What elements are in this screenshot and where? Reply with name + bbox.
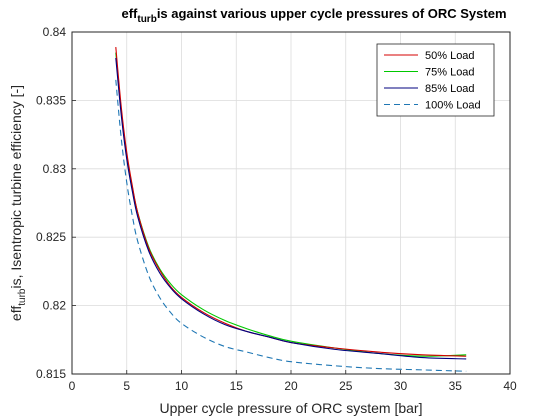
x-tick-label: 10: [175, 379, 189, 393]
legend-label: 50% Load: [425, 50, 475, 62]
x-tick-label: 40: [503, 379, 517, 393]
x-axis-label: Upper cycle pressure of ORC system [bar]: [160, 400, 423, 416]
x-tick-label: 5: [123, 379, 130, 393]
series-line-50-load: [115, 47, 467, 357]
chart-title-subscript: turb: [137, 14, 156, 25]
x-tick-label: 25: [339, 379, 353, 393]
x-tick-label: 15: [230, 379, 244, 393]
y-tick-label: 0.84: [43, 25, 67, 39]
legend-label: 85% Load: [425, 83, 475, 95]
series-line-85-load: [115, 57, 467, 360]
y-tick-label: 0.835: [36, 93, 66, 107]
x-tick-label: 0: [69, 379, 76, 393]
y-axis-label-rest: is, Isentropic turbine efficiency [-]: [8, 85, 24, 289]
y-axis-label-main: eff: [8, 306, 24, 321]
x-tick-label: 20: [284, 379, 298, 393]
y-axis-label: effturbis, Isentropic turbine efficiency…: [8, 85, 28, 321]
series-line-100-load: [115, 79, 467, 372]
chart-title-rest: is against various upper cycle pressures…: [157, 6, 507, 21]
y-tick-label: 0.815: [36, 367, 66, 381]
x-tick-label: 35: [449, 379, 463, 393]
y-tick-label: 0.825: [36, 230, 66, 244]
y-axis-label-subscript: turb: [17, 288, 28, 306]
y-tick-label: 0.82: [43, 299, 67, 313]
legend-label: 75% Load: [425, 67, 475, 79]
chart-title: effturbis against various upper cycle pr…: [121, 6, 506, 25]
series-lines: [115, 47, 467, 372]
legend: 50% Load 75% Load 85% Load 100% Load: [376, 43, 495, 117]
legend-label: 100% Load: [425, 100, 481, 112]
x-ticks: 0 5 10 15 20 25 30 35 40: [69, 370, 517, 393]
y-ticks: 0.815 0.82 0.825 0.83 0.835 0.84: [36, 25, 76, 381]
x-tick-label: 30: [394, 379, 408, 393]
chart-title-main: eff: [121, 6, 138, 21]
y-tick-label: 0.83: [43, 162, 67, 176]
